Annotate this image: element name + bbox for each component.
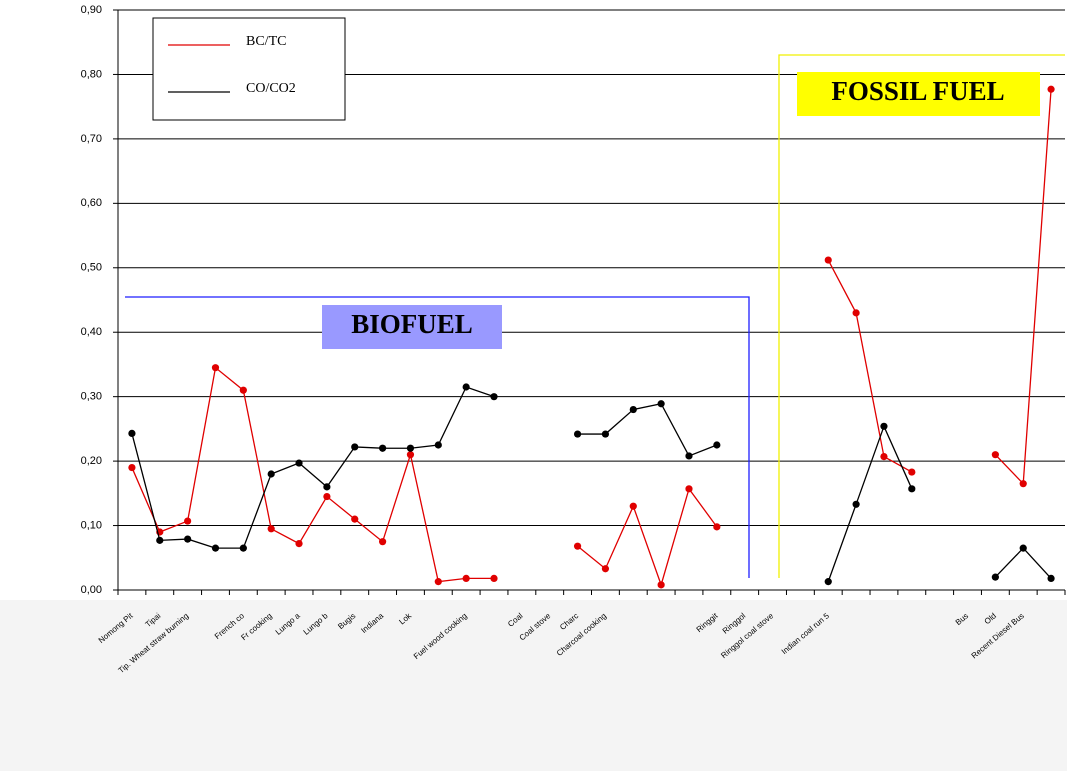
data-point [908,485,916,493]
data-point [685,452,693,460]
legend-entries: BC/TC CO/CO2 [168,34,296,96]
y-tick-label: 0,80 [81,68,102,80]
y-tick-label: 0,70 [81,133,102,145]
data-point [573,542,582,550]
legend-label: BC/TC [246,34,286,49]
data-point [184,535,192,543]
data-point [713,441,721,449]
data-point [657,400,665,408]
series-line [131,386,1052,582]
data-point [267,470,275,478]
data-point [685,485,693,493]
data-point [601,565,610,573]
data-point [323,483,331,491]
data-point [824,578,832,586]
y-tick-label: 0,40 [81,326,102,338]
y-tick-label: 0,90 [81,4,102,16]
data-point [211,544,220,552]
data-point [490,574,498,583]
data-point [295,540,303,548]
data-point [824,256,832,264]
data-point [128,463,136,472]
data-point [434,441,442,449]
data-point [713,523,721,531]
data-point [852,500,860,508]
y-tick-label: 0,00 [81,584,102,596]
data-point [128,429,136,437]
data-point [573,430,582,438]
fossil-label: FOSSIL FUEL [831,76,1004,106]
data-point [629,405,637,414]
legend-label: CO/CO2 [246,81,296,96]
data-point [351,515,359,523]
data-point [490,393,498,401]
data-point [156,536,164,544]
data-point [351,443,359,451]
y-tick-label: 0,60 [81,197,102,209]
data-point [462,383,470,391]
y-tick-label: 0,10 [81,519,102,531]
fossil-box [797,72,1040,116]
data-point [1019,480,1027,488]
biofuel-label: BIOFUEL [351,309,473,339]
data-point [991,573,999,581]
data-point [211,364,220,372]
data-point [629,502,637,510]
data-point [601,430,610,438]
data-point [991,451,999,459]
biofuel-bracket [125,296,750,578]
legend [152,17,346,121]
data-point [1047,85,1055,93]
y-tick-label: 0,20 [81,455,102,467]
plot [128,85,1055,589]
data-point [880,453,888,461]
biofuel-box [322,305,502,349]
data-point [406,444,415,452]
data-point [295,459,303,467]
y-tick-label: 0,50 [81,262,102,274]
data-point [657,581,665,589]
series-line [131,89,1052,587]
data-point [267,525,275,533]
data-point [406,451,415,459]
data-point [880,422,888,430]
data-point [852,309,860,317]
label-area [0,600,1067,771]
data-point [434,578,442,586]
y-tick-label: 0,30 [81,391,102,403]
data-point [379,444,387,452]
fossil-bracket [778,54,1065,578]
data-point [239,544,247,552]
data-point [1047,574,1055,583]
data-point [379,538,387,546]
data-point [323,492,331,501]
data-point [184,517,192,525]
data-point [239,386,247,394]
data-point [462,574,470,583]
data-point [908,468,916,476]
data-point [1019,544,1027,552]
